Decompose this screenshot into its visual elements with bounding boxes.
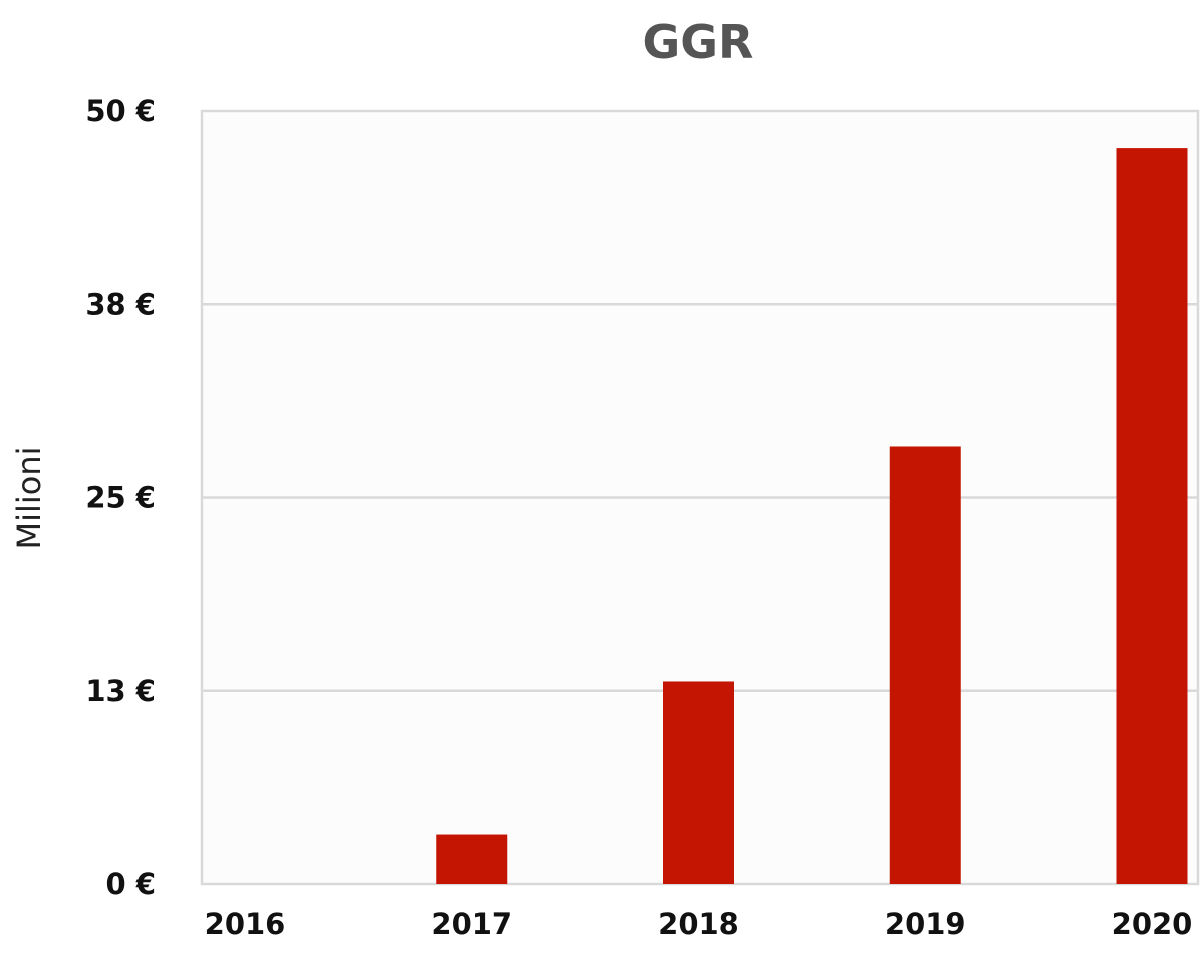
bars	[436, 148, 1188, 884]
chart-title: GGR	[643, 15, 754, 69]
bar-2020	[1116, 148, 1188, 884]
x-tick-label: 2016	[205, 907, 286, 941]
x-tick-label: 2019	[885, 907, 966, 941]
y-tick-label: 25 €	[85, 481, 156, 515]
x-tick-label: 2018	[658, 907, 739, 941]
y-tick-labels: 0 € 13 € 25 € 38 € 50 €	[85, 94, 156, 901]
x-tick-label: 2020	[1112, 907, 1193, 941]
y-tick-label: 0 €	[106, 867, 156, 901]
y-tick-label: 50 €	[85, 94, 156, 128]
bar-2017	[436, 834, 508, 884]
x-tick-label: 2017	[431, 907, 512, 941]
y-tick-label: 13 €	[85, 674, 156, 708]
y-axis-label: Milioni	[10, 446, 48, 549]
bar-2019	[889, 446, 961, 884]
y-tick-label: 38 €	[85, 287, 156, 321]
x-tick-labels: 2016 2017 2018 2019 2020	[205, 907, 1193, 941]
bar-2018	[663, 681, 734, 884]
